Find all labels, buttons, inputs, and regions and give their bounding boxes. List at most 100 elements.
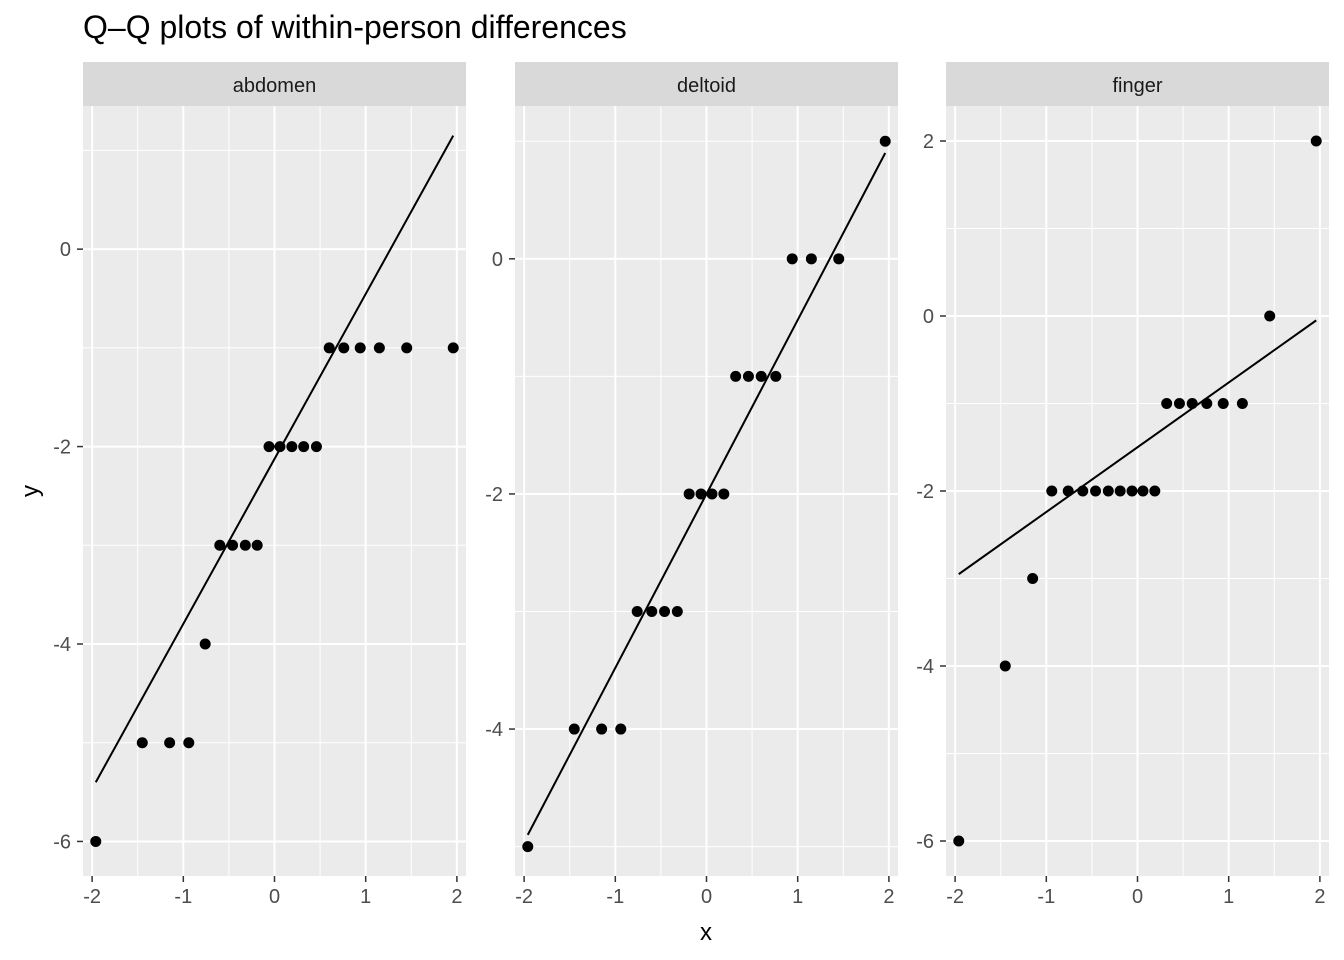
data-point bbox=[1027, 573, 1039, 584]
data-point bbox=[338, 342, 350, 354]
qq-reference-line bbox=[94, 135, 455, 783]
data-point bbox=[671, 605, 683, 617]
data-point bbox=[1173, 398, 1185, 409]
y-axis-title: y bbox=[17, 485, 44, 497]
x-tick-label: 1 bbox=[360, 886, 371, 908]
data-point bbox=[1126, 485, 1138, 497]
x-tick-label: 2 bbox=[451, 886, 462, 908]
x-tick-label: 1 bbox=[1223, 886, 1234, 908]
data-point bbox=[227, 539, 239, 551]
data-point bbox=[953, 835, 965, 847]
data-point bbox=[1090, 485, 1102, 497]
data-point bbox=[274, 441, 286, 453]
data-point bbox=[263, 441, 275, 453]
x-tick-label: -2 bbox=[946, 886, 964, 908]
data-point bbox=[805, 253, 817, 265]
data-point bbox=[659, 605, 671, 617]
x-axis-title: x bbox=[700, 919, 712, 946]
data-point bbox=[730, 370, 742, 382]
data-point bbox=[706, 488, 718, 500]
data-point bbox=[1137, 485, 1149, 497]
data-point bbox=[214, 539, 226, 551]
data-point bbox=[1217, 398, 1229, 409]
data-point bbox=[1062, 485, 1074, 497]
facet-strip-label-deltoid: deltoid bbox=[677, 75, 736, 97]
data-point bbox=[239, 539, 251, 551]
facet-strip-finger bbox=[946, 62, 1329, 106]
data-point bbox=[286, 441, 298, 453]
facet-strip-abdomen bbox=[83, 62, 466, 106]
data-point bbox=[354, 342, 366, 354]
data-point bbox=[755, 370, 767, 382]
x-tick-label: 0 bbox=[269, 886, 280, 908]
x-tick-label: -2 bbox=[83, 886, 101, 908]
y-tick-label: -4 bbox=[916, 656, 934, 678]
data-point bbox=[879, 135, 891, 147]
data-point bbox=[1149, 485, 1161, 497]
x-tick-label: 0 bbox=[1132, 886, 1143, 908]
data-point bbox=[522, 841, 534, 853]
data-point bbox=[136, 737, 148, 749]
data-point bbox=[310, 441, 322, 453]
data-point bbox=[1046, 485, 1058, 497]
data-point bbox=[373, 342, 385, 354]
x-tick-label: 2 bbox=[1314, 886, 1325, 908]
y-tick-label: -6 bbox=[916, 831, 934, 853]
data-point bbox=[596, 723, 608, 735]
y-tick-label: -6 bbox=[53, 831, 71, 853]
facet-panels: abdomen -2 -1 0 1 2 -6 -4 -2 0 deltoid -2 -1 0 1 2 -4 -2 0… bbox=[53, 62, 1329, 908]
data-point bbox=[631, 605, 643, 617]
y-tick-label: 0 bbox=[492, 249, 503, 271]
data-point bbox=[1077, 485, 1089, 497]
data-point bbox=[1264, 310, 1276, 322]
x-tick-label: 1 bbox=[792, 886, 803, 908]
facet-strip-label-finger: finger bbox=[1112, 75, 1162, 97]
y-tick-label: -2 bbox=[916, 481, 934, 503]
data-point bbox=[1310, 135, 1322, 147]
data-point bbox=[695, 488, 707, 500]
data-point bbox=[683, 488, 695, 500]
x-tick-label: -1 bbox=[174, 886, 192, 908]
y-tick-label: 0 bbox=[923, 306, 934, 328]
qq-reference-line bbox=[958, 319, 1317, 575]
data-point bbox=[1186, 398, 1198, 409]
x-tick-label: 2 bbox=[883, 886, 894, 908]
facet-strip-deltoid bbox=[515, 62, 898, 106]
y-tick-label: -2 bbox=[485, 484, 503, 506]
y-tick-label: 2 bbox=[923, 131, 934, 153]
data-point bbox=[568, 723, 580, 735]
data-point bbox=[401, 342, 413, 354]
data-point bbox=[447, 342, 459, 354]
data-point bbox=[183, 737, 195, 749]
data-point bbox=[615, 723, 627, 735]
facet-strip-label-abdomen: abdomen bbox=[233, 75, 316, 97]
data-point bbox=[646, 605, 658, 617]
y-tick-label: -4 bbox=[485, 719, 503, 741]
data-point bbox=[770, 370, 782, 382]
y-tick-label: 0 bbox=[60, 239, 71, 261]
data-point bbox=[1161, 398, 1173, 409]
y-tick-label: -2 bbox=[53, 437, 71, 459]
facet-abdomen: abdomen -2 -1 0 1 2 -6 -4 -2 0 bbox=[53, 62, 466, 908]
data-point bbox=[1102, 485, 1114, 497]
data-point bbox=[323, 342, 335, 354]
data-point bbox=[251, 539, 263, 551]
data-point bbox=[742, 370, 754, 382]
x-tick-label: -1 bbox=[1037, 886, 1055, 908]
data-point bbox=[199, 638, 211, 650]
data-point bbox=[298, 441, 310, 453]
data-point bbox=[786, 253, 798, 265]
data-point bbox=[1236, 398, 1248, 409]
y-tick-label: -4 bbox=[53, 634, 71, 656]
facet-deltoid: deltoid -2 -1 0 1 2 -4 -2 0 bbox=[485, 62, 898, 908]
data-point bbox=[90, 835, 102, 847]
data-point bbox=[718, 488, 730, 500]
x-tick-label: 0 bbox=[701, 886, 712, 908]
facet-finger: finger -2 -1 0 1 2 -6 -4 -2 0 2 bbox=[916, 62, 1329, 908]
chart-title: Q–Q plots of within-person differences bbox=[83, 9, 627, 45]
data-point bbox=[1201, 398, 1213, 409]
x-tick-label: -2 bbox=[515, 886, 533, 908]
data-point bbox=[999, 660, 1011, 672]
data-point bbox=[164, 737, 176, 749]
